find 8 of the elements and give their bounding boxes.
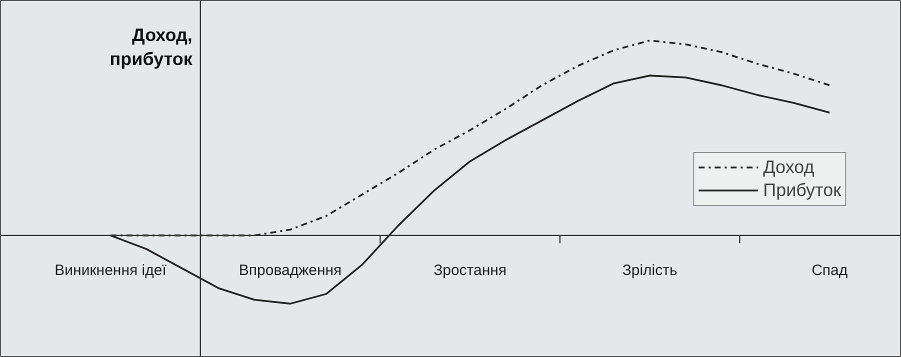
- x-tick-label: Виникнення ідеї: [54, 262, 168, 279]
- legend-label: Прибуток: [763, 180, 841, 200]
- x-tick-label: Спад: [812, 262, 848, 279]
- x-tick-label: Зрілість: [622, 262, 678, 279]
- x-tick-label: Зростання: [434, 262, 507, 279]
- x-tick-label: Впровадження: [238, 262, 342, 279]
- y-axis-title: Доход, прибуток: [110, 24, 194, 69]
- legend-label: Доход: [763, 156, 814, 178]
